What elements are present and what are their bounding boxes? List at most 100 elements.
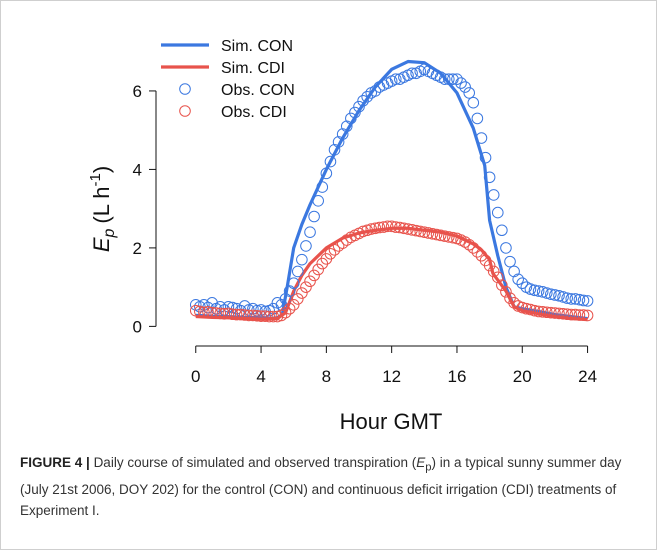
obs-point <box>202 306 214 318</box>
y-axis-label: Ep (L h-1) <box>87 166 118 252</box>
y-tick-label: 0 <box>133 317 142 336</box>
obs-point <box>581 295 594 307</box>
obs-point <box>557 291 569 303</box>
obs-point <box>377 221 390 233</box>
obs-point <box>230 308 243 321</box>
obs-point <box>389 73 402 85</box>
obs-point <box>324 155 337 168</box>
obs-point <box>361 91 373 103</box>
obs-point <box>532 305 545 318</box>
y-tick-label: 4 <box>133 160 142 179</box>
obs-point <box>381 220 394 233</box>
obs-point <box>467 96 480 109</box>
obs-point <box>483 171 496 184</box>
obs-point <box>496 224 508 237</box>
x-tick-label: 24 <box>578 367 597 386</box>
obs-point <box>300 240 312 252</box>
obs-point <box>520 302 533 315</box>
obs-point <box>487 265 500 278</box>
obs-point <box>398 222 410 235</box>
obs-point <box>349 106 361 119</box>
obs-point <box>565 308 578 321</box>
obs-point <box>536 306 549 318</box>
obs-point <box>312 195 324 207</box>
obs-point <box>577 294 590 307</box>
obs-point <box>455 77 467 89</box>
obs-point <box>414 225 427 238</box>
obs-point <box>189 304 202 317</box>
obs-point <box>316 181 329 193</box>
obs-point <box>418 226 431 239</box>
obs-point <box>471 112 484 125</box>
y-label-sup: -1 <box>87 173 104 186</box>
obs-point <box>296 253 308 266</box>
obs-point <box>369 222 382 235</box>
obs-point <box>357 225 369 238</box>
obs-point <box>316 257 329 270</box>
obs-point <box>451 73 463 85</box>
obs-point <box>422 227 435 239</box>
obs-point <box>581 309 594 322</box>
obs-point <box>528 304 541 317</box>
obs-point <box>434 229 447 242</box>
obs-point <box>214 300 227 313</box>
obs-point <box>226 308 239 321</box>
obs-point <box>475 132 488 144</box>
obs-point <box>406 224 418 236</box>
x-tick-label: 0 <box>191 367 200 386</box>
obs-point <box>549 289 561 301</box>
obs-point <box>206 306 218 319</box>
obs-point <box>491 206 504 219</box>
obs-point <box>573 309 586 321</box>
obs-point <box>426 227 439 240</box>
obs-point <box>345 112 357 125</box>
obs-point <box>194 305 206 318</box>
obs-point <box>353 100 365 113</box>
obs-point <box>569 308 582 321</box>
obs-point <box>394 221 406 234</box>
y-tick-label: 2 <box>133 239 142 258</box>
obs-point <box>385 220 398 233</box>
caption-sub: p <box>425 461 432 474</box>
obs-point <box>516 277 529 290</box>
legend-label: Obs. CON <box>221 82 295 99</box>
obs-point <box>296 287 308 299</box>
obs-point <box>373 221 386 234</box>
obs-point <box>443 73 455 85</box>
obs-point <box>259 310 271 322</box>
obs-point <box>536 286 549 298</box>
obs-point <box>291 293 304 305</box>
obs-point <box>500 286 512 298</box>
x-tick-label: 8 <box>322 367 331 386</box>
obs-point <box>226 301 239 314</box>
obs-point <box>438 230 451 242</box>
obs-point <box>287 277 300 290</box>
obs-point <box>553 289 565 302</box>
obs-point <box>540 287 553 299</box>
obs-point <box>463 238 476 251</box>
obs-point <box>487 189 500 201</box>
obs-point <box>308 269 320 282</box>
obs-point <box>565 293 578 305</box>
obs-point <box>557 308 569 320</box>
obs-point <box>389 221 402 233</box>
y-tick-label: 6 <box>133 82 142 101</box>
obs-point <box>561 292 573 304</box>
caption-label: FIGURE 4 | <box>20 455 90 470</box>
obs-point <box>402 223 414 235</box>
obs-point <box>540 306 553 319</box>
obs-point <box>300 281 312 293</box>
obs-point <box>234 308 247 321</box>
obs-point <box>222 307 235 320</box>
obs-point <box>324 247 337 260</box>
legend-marker <box>179 83 191 95</box>
caption-text: ) in a typical sunny summer day (July 21… <box>20 455 622 518</box>
obs-point <box>561 308 573 321</box>
obs-point <box>361 224 373 237</box>
legend-marker <box>179 105 191 117</box>
obs-point <box>406 67 418 80</box>
y-label-unit: (L h <box>89 186 114 223</box>
obs-point <box>238 309 251 321</box>
obs-point <box>500 242 512 254</box>
